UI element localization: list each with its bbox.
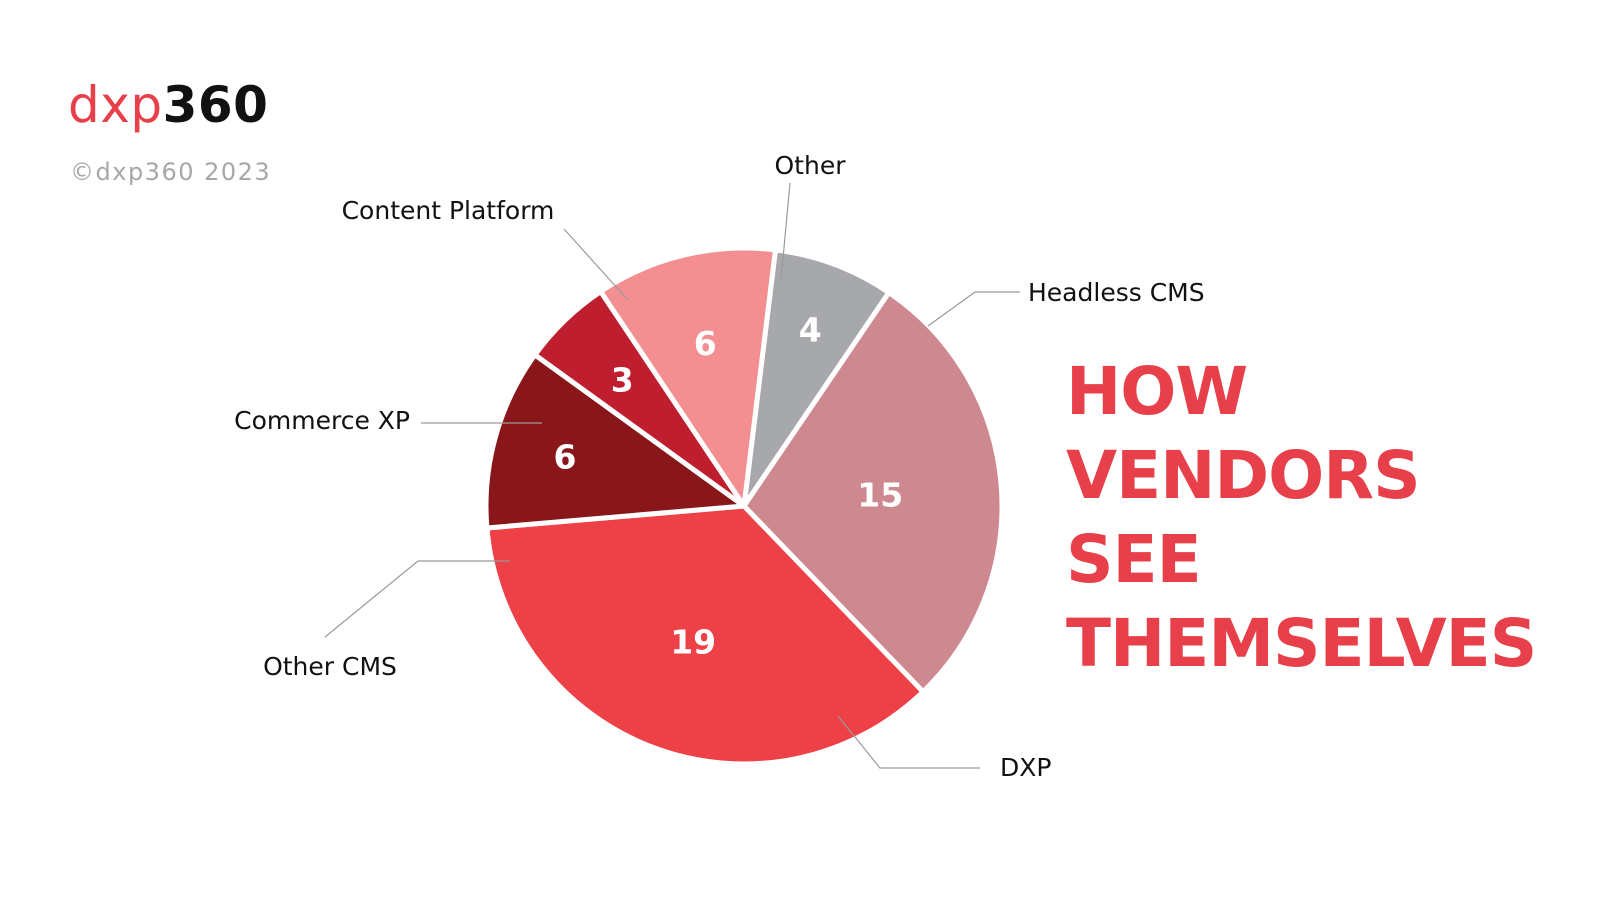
brand-suffix: 360 [162,76,269,134]
leader-line [563,228,629,301]
brand-logo: dxp360 [68,80,268,130]
headline-line-3: SEE [1066,521,1202,598]
headline-line-2: VENDORS [1066,437,1421,514]
slice-category-label: Commerce XP [234,406,410,435]
slice-value-label: 4 [799,311,822,350]
slice-category-label: DXP [1000,753,1051,782]
slice-category-label: Headless CMS [1028,278,1205,307]
headline-line-1: HOW [1066,353,1248,430]
slice-category-label: Other [775,151,847,180]
slice-value-label: 15 [857,475,903,514]
headline-line-4: THEMSELVES [1066,605,1537,682]
leader-line [927,291,1020,327]
pie-slice-other [741,247,892,509]
slice-value-label: 3 [611,361,634,400]
slice-value-label: 6 [554,437,577,476]
pie-slice-content-platform [598,245,778,509]
leader-line [780,182,791,281]
leader-line [324,560,510,638]
pie-slice-dxp [484,503,926,767]
leader-line [837,715,980,769]
slice-category-label: Other CMS [263,652,397,681]
pie-slice-headless-cms [741,290,1005,695]
slice-category-label: Content Platform [342,196,555,225]
copyright-notice: ©dxp360 2023 [70,158,272,186]
pie-slice-other-cms [483,352,747,531]
headline: HOW VENDORS SEE THEMSELVES [1066,350,1537,686]
brand-prefix: dxp [68,76,163,134]
slice-value-label: 19 [670,622,716,661]
slice-value-label: 6 [694,324,717,363]
